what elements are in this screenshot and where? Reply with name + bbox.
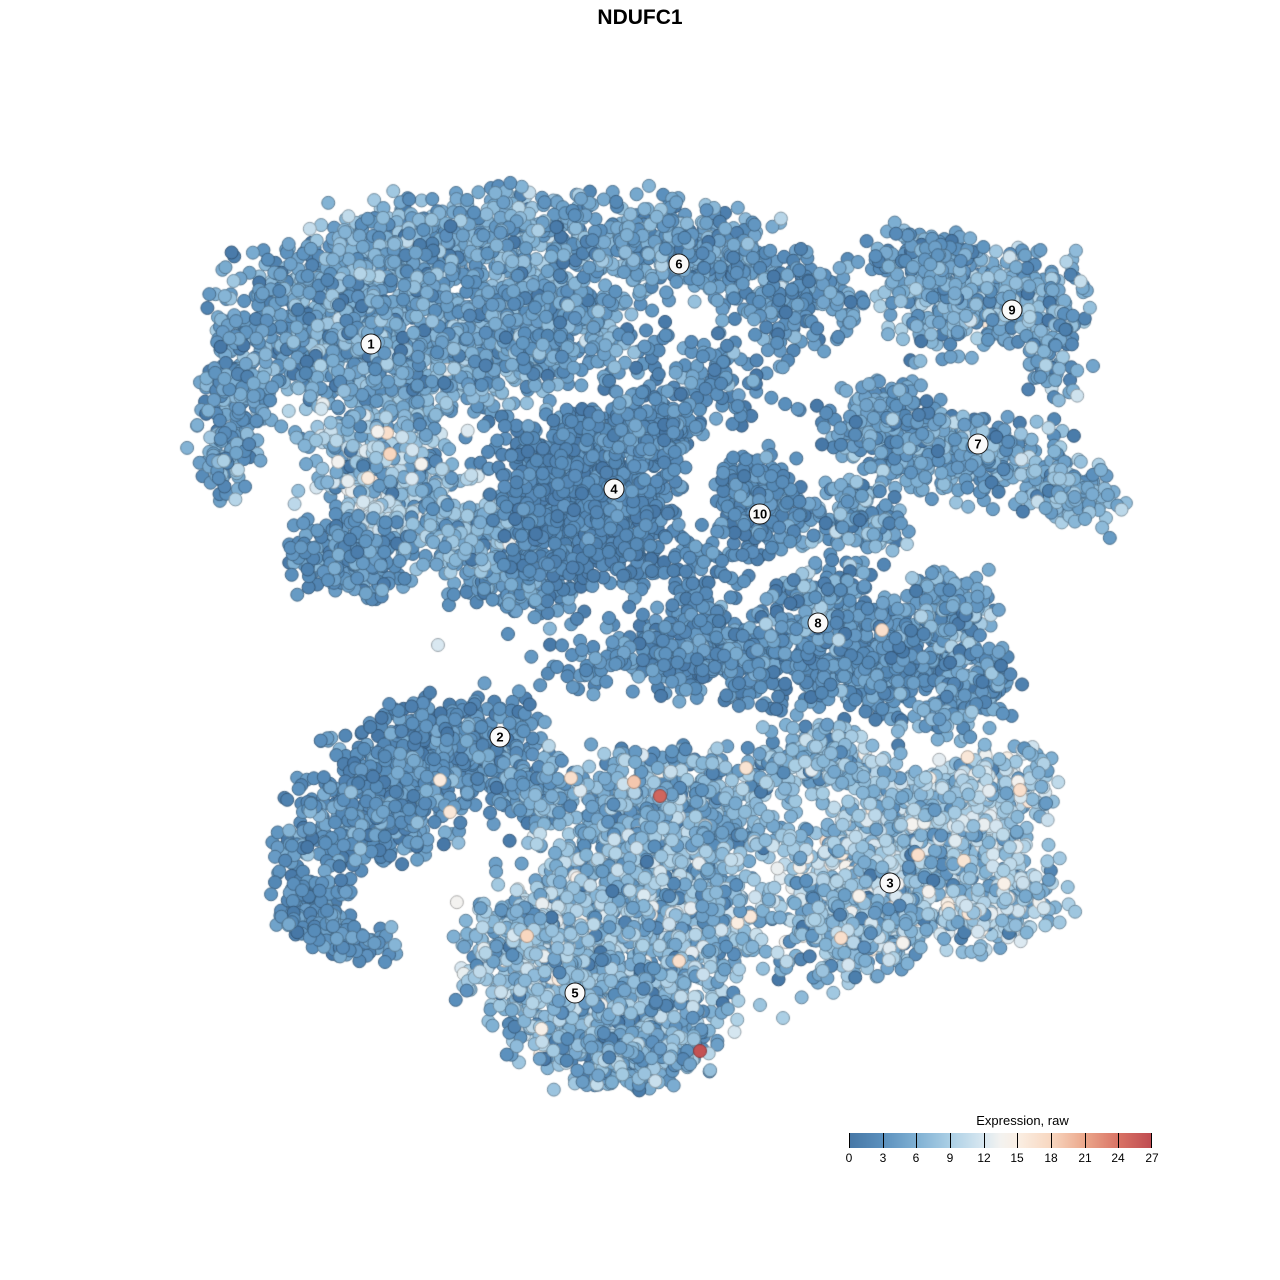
legend-tick-label: 0 xyxy=(845,1151,853,1165)
legend-tick-label: 6 xyxy=(912,1151,920,1165)
plot-title: NDUFC1 xyxy=(597,6,683,29)
legend-tick xyxy=(1085,1133,1086,1148)
legend-tick-label: 24 xyxy=(1111,1151,1125,1165)
legend-tick xyxy=(1051,1133,1052,1148)
legend-tick-label: 21 xyxy=(1078,1151,1092,1165)
legend-tick xyxy=(916,1133,917,1148)
legend-tick xyxy=(1017,1133,1018,1148)
legend-tick-label: 27 xyxy=(1145,1151,1159,1165)
legend-tick xyxy=(984,1133,985,1148)
expression-legend: Expression, raw 0 3 6 9 12 15 18 21 24 27 xyxy=(845,1113,1159,1165)
legend-tick xyxy=(950,1133,951,1148)
legend-tick-labels: 0 3 6 9 12 15 18 21 24 27 xyxy=(845,1148,1159,1165)
legend-tick-label: 3 xyxy=(879,1151,887,1165)
legend-tick xyxy=(849,1133,850,1148)
legend-tick-label: 12 xyxy=(977,1151,991,1165)
legend-tick xyxy=(1151,1133,1152,1148)
expression-colorbar xyxy=(849,1133,1152,1148)
legend-tick-label: 18 xyxy=(1044,1151,1058,1165)
legend-tick-label: 9 xyxy=(946,1151,954,1165)
legend-tick xyxy=(883,1133,884,1148)
legend-title: Expression, raw xyxy=(976,1113,1069,1128)
legend-tick-label: 15 xyxy=(1010,1151,1024,1165)
legend-tick xyxy=(1118,1133,1119,1148)
